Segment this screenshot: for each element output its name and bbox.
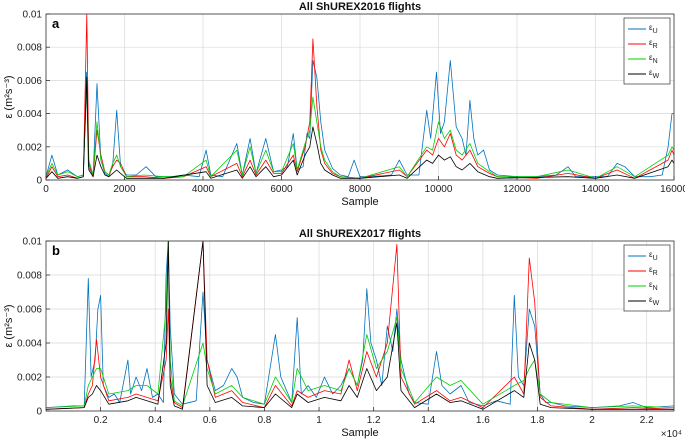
x-axis-exponent: ×10⁴ xyxy=(661,429,682,440)
x-tick-label: 14000 xyxy=(582,184,610,195)
x-tick-label: 1.4 xyxy=(421,415,435,426)
series-line-R xyxy=(46,241,674,410)
panel-label: a xyxy=(52,16,60,31)
legend-label-U: εU xyxy=(649,250,658,262)
x-axis-label: Sample xyxy=(341,427,378,439)
legend-label-W: εW xyxy=(649,295,660,307)
series-line-R xyxy=(46,14,674,179)
x-tick-label: 2000 xyxy=(113,184,136,195)
legend-label-R: εR xyxy=(649,265,658,277)
panel-label: b xyxy=(52,243,60,258)
legend-label-N: εN xyxy=(649,280,658,292)
y-tick-label: 0 xyxy=(36,176,42,187)
series-line-N xyxy=(46,80,674,179)
y-tick-label: 0.01 xyxy=(23,237,43,248)
y-tick-label: 0.004 xyxy=(17,339,42,350)
legend-label-sub: N xyxy=(653,285,658,292)
legend-label-sub: W xyxy=(653,300,660,307)
series-line-W xyxy=(46,76,674,179)
x-tick-label: 8000 xyxy=(349,184,372,195)
legend-label-N: εN xyxy=(649,53,658,65)
y-tick-label: 0.006 xyxy=(17,305,42,316)
legend-label-sub: W xyxy=(653,73,660,80)
y-axis-label: ε (m²s⁻³) xyxy=(3,304,15,347)
legend-label-U: εU xyxy=(649,23,658,35)
legend-label-main: ε xyxy=(649,295,653,304)
legend-label-R: εR xyxy=(649,38,658,50)
x-tick-label: 0.6 xyxy=(203,415,217,426)
legend-label-sub: U xyxy=(653,28,658,35)
series-line-W xyxy=(46,241,674,410)
y-tick-label: 0.01 xyxy=(23,10,43,21)
y-tick-label: 0 xyxy=(36,407,42,418)
x-tick-label: 0.8 xyxy=(257,415,271,426)
legend-label-sub: U xyxy=(653,255,658,262)
series-line-U xyxy=(46,241,674,408)
y-axis-label: ε (m²s⁻³) xyxy=(3,75,15,118)
x-tick-label: 2 xyxy=(589,415,595,426)
legend-label-main: ε xyxy=(649,23,653,32)
y-tick-label: 0.002 xyxy=(17,142,42,153)
chart-title: All ShUREX2016 flights xyxy=(299,1,421,13)
legend-label-main: ε xyxy=(649,280,653,289)
legend-label-W: εW xyxy=(649,68,660,80)
legend-label-main: ε xyxy=(649,38,653,47)
legend-label-main: ε xyxy=(649,68,653,77)
chart-panel-b: 0.2 0.4 0.6 0.8 1 1.2 1.4 1.6 1.8 2 2.2 0 0.002 0.004… xyxy=(3,228,682,440)
x-tick-label: 1.2 xyxy=(367,415,381,426)
x-tick-label: 6000 xyxy=(270,184,293,195)
x-tick-label: 0 xyxy=(43,184,49,195)
x-tick-label: 2.2 xyxy=(640,415,654,426)
plot-frame xyxy=(45,240,675,412)
x-axis-label: Sample xyxy=(341,196,378,208)
legend-label-main: ε xyxy=(649,265,653,274)
y-tick-label: 0.008 xyxy=(17,271,42,282)
chart-title: All ShUREX2017 flights xyxy=(299,228,421,240)
y-tick-label: 0.006 xyxy=(17,76,42,87)
legend-label-sub: R xyxy=(653,43,658,50)
series-line-N xyxy=(46,241,674,408)
y-tick-label: 0.008 xyxy=(17,43,42,54)
plot-area xyxy=(46,241,674,411)
y-tick-label: 0.002 xyxy=(17,373,42,384)
x-tick-label: 1 xyxy=(316,415,322,426)
y-tick-label: 0.004 xyxy=(17,109,42,120)
x-tick-label: 1.8 xyxy=(531,415,545,426)
x-tick-label: 0.4 xyxy=(148,415,162,426)
legend-label-sub: N xyxy=(653,58,658,65)
x-tick-label: 12000 xyxy=(503,184,531,195)
legend-label-main: ε xyxy=(649,53,653,62)
legend-label-sub: R xyxy=(653,270,658,277)
x-tick-label: 10000 xyxy=(425,184,453,195)
x-tick-label: 4000 xyxy=(192,184,215,195)
legend-label-main: ε xyxy=(649,250,653,259)
x-tick-label: 1.6 xyxy=(476,415,490,426)
x-tick-label: 0.2 xyxy=(94,415,108,426)
